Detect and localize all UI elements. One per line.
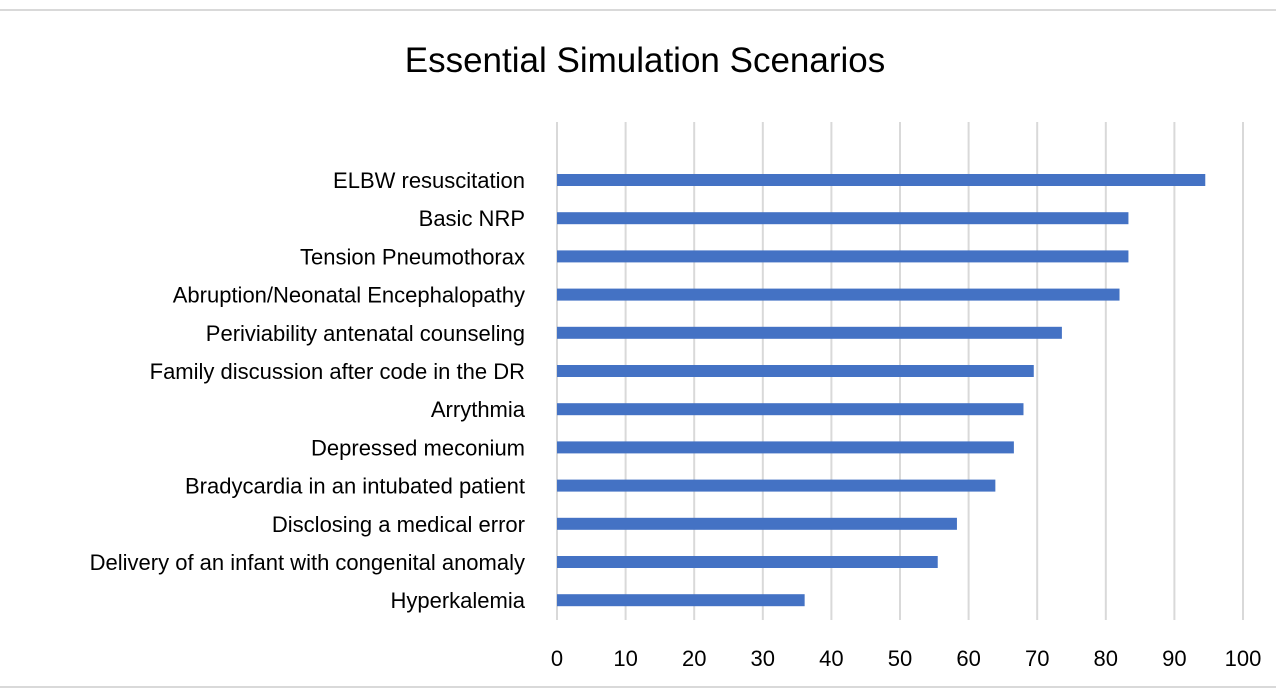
x-tick-label-90: 90 (1162, 646, 1186, 671)
bar-3 (557, 250, 1129, 263)
bar-2 (557, 212, 1129, 225)
bar-11 (557, 556, 938, 568)
bar-4 (557, 288, 1120, 301)
category-label-11: Delivery of an infant with congenital an… (90, 550, 525, 575)
category-label-1: ELBW resuscitation (333, 168, 525, 193)
x-tick-label-60: 60 (956, 646, 980, 671)
bars (557, 174, 1206, 607)
x-tick-label-50: 50 (888, 646, 912, 671)
top-border (0, 9, 1276, 11)
bar-1 (557, 174, 1206, 186)
category-label-3: Tension Pneumothorax (300, 244, 525, 269)
x-tick-label-30: 30 (751, 646, 775, 671)
x-tick-label-0: 0 (551, 646, 563, 671)
category-label-6: Family discussion after code in the DR (150, 359, 525, 384)
bar-8 (557, 441, 1014, 454)
category-label-10: Disclosing a medical error (272, 512, 525, 537)
bar-7 (557, 403, 1024, 416)
bar-10 (557, 517, 957, 530)
x-tick-labels: 0 10 20 30 40 50 60 70 80 90 100 (551, 646, 1261, 671)
chart-title: Essential Simulation Scenarios (405, 41, 886, 80)
category-label-7: Arrythmia (431, 397, 526, 422)
x-tick-label-10: 10 (613, 646, 637, 671)
category-label-5: Periviability antenatal counseling (206, 321, 525, 346)
x-tick-label-80: 80 (1094, 646, 1118, 671)
category-label-4: Abruption/Neonatal Encephalopathy (173, 283, 525, 308)
bar-9 (557, 479, 996, 492)
bottom-border (0, 686, 1276, 688)
category-label-9: Bradycardia in an intubated patient (185, 474, 525, 499)
category-label-12: Hyperkalemia (391, 588, 526, 613)
category-label-2: Basic NRP (419, 206, 525, 231)
x-tick-label-100: 100 (1225, 646, 1262, 671)
x-tick-label-70: 70 (1025, 646, 1049, 671)
x-tick-label-20: 20 (682, 646, 706, 671)
bar-12 (557, 594, 805, 607)
bar-5 (557, 326, 1062, 339)
category-labels: ELBW resuscitation Basic NRP Tension Pneum… (90, 168, 526, 613)
category-label-8: Depressed meconium (311, 435, 525, 460)
x-tick-label-40: 40 (819, 646, 843, 671)
bar-6 (557, 365, 1034, 377)
